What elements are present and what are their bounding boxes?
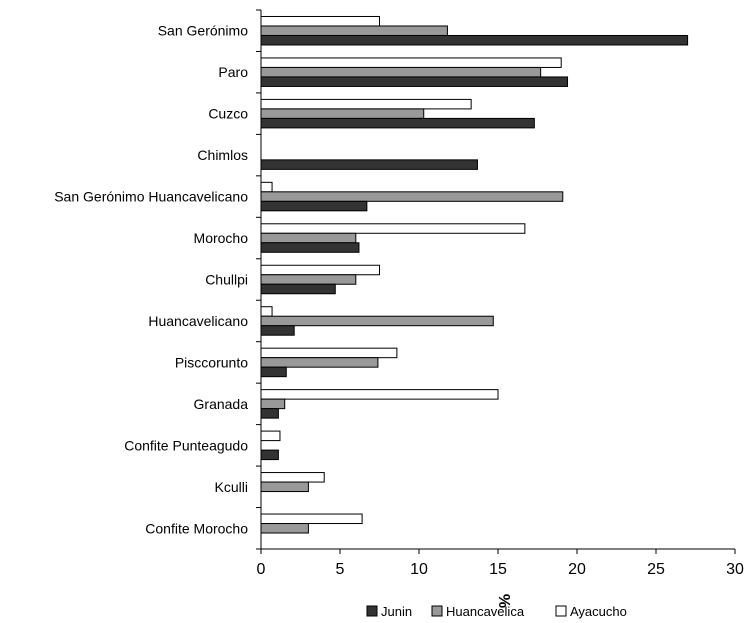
bar-huancavelica-9 [260,398,286,410]
bar-junin-4 [260,200,368,212]
legend-label-ayacucho: Ayacucho [570,604,627,619]
legend-swatch-ayacucho [555,605,567,617]
bar-ayacucho-0 [260,15,380,27]
bar-ayacucho-1 [260,57,562,68]
category-labels: San Gerónimo Paro Cuzco Chimlos San Gerónimo… [54,9,261,550]
bar-huancavelica-8 [260,357,379,368]
bar-ayacucho-10 [260,430,281,442]
bars-group [260,15,689,534]
legend-swatch-huancavelica [431,605,443,617]
bar-huancavelica-11 [260,481,309,493]
bar-huancavelica-5 [260,232,357,244]
bar-junin-3 [260,159,478,170]
x-tick-label: 30 [726,561,744,578]
x-tick-label: 10 [410,561,428,578]
bar-ayacucho-5 [260,223,526,234]
legend-label-huancavelica: Huancavelica [446,604,525,619]
bar-huancavelica-6 [260,274,357,285]
category-label: Chimlos [197,147,248,163]
bar-junin-1 [260,76,569,87]
bar-ayacucho-2 [260,98,472,110]
bar-ayacucho-9 [260,389,499,400]
bar-junin-6 [260,283,336,295]
legend-swatch-junin [366,605,378,617]
legend-label-junin: Junin [381,604,412,619]
bar-junin-10 [260,449,279,461]
bar-ayacucho-7 [260,306,273,317]
bar-ayacucho-8 [260,347,398,359]
bar-junin-5 [260,242,360,253]
bar-ayacucho-4 [260,181,273,193]
bar-junin-7 [260,325,295,336]
category-label: Huancavelicano [148,313,248,329]
bar-ayacucho-11 [260,472,325,483]
x-tick-label: 15 [489,561,507,578]
category-label: Chullpi [205,272,248,288]
bar-junin-0 [260,34,689,46]
category-label: Granada [194,396,249,412]
bar-junin-8 [260,366,287,378]
category-label: Pisccorunto [175,354,248,370]
category-label: Cuzco [208,106,248,122]
category-label: Paro [218,64,248,80]
x-tick-label: 0 [257,561,266,578]
bar-ayacucho-12 [260,513,363,525]
category-label: Confite Morocho [145,520,248,536]
bar-huancavelica-4 [260,191,564,202]
category-label: San Gerónimo [158,23,248,39]
x-tick-label: 25 [647,561,665,578]
bar-huancavelica-1 [260,66,542,78]
bar-junin-9 [260,408,279,419]
bar-huancavelica-12 [260,523,309,534]
category-label: Confite Punteagudo [124,437,248,453]
category-label: Kculli [215,479,248,495]
category-label: Morocho [194,230,249,246]
category-label: San Gerónimo Huancavelicano [54,189,248,205]
bar-huancavelica-7 [260,315,494,327]
bar-ayacucho-6 [260,264,380,276]
x-axis-title: % [495,594,512,608]
bar-junin-2 [260,117,535,129]
bar-huancavelica-0 [260,25,448,36]
x-tick-labels: 0 5 10 15 20 25 30 [257,549,744,578]
x-tick-label: 20 [568,561,586,578]
legend: Junin Huancavelica Ayacucho [366,604,627,619]
bar-huancavelica-2 [260,108,425,119]
x-tick-label: 5 [336,561,345,578]
